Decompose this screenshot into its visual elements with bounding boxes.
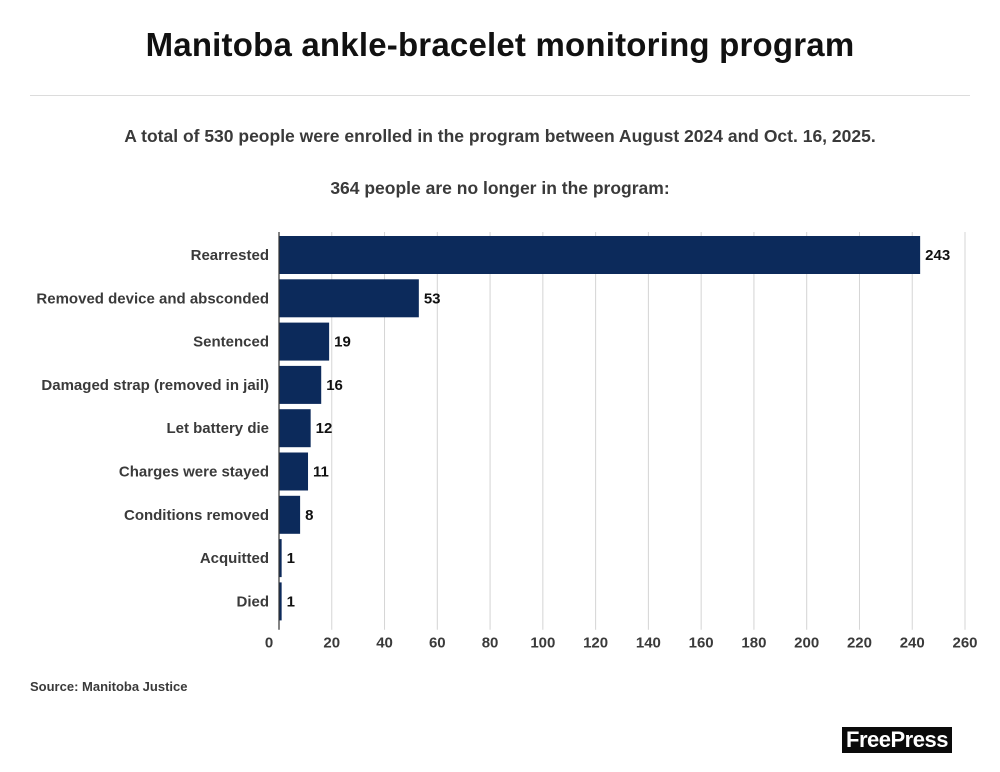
chart-subtitle-exited: 364 people are no longer in the program: bbox=[330, 178, 670, 198]
value-label-2: 19 bbox=[334, 334, 351, 351]
bars bbox=[279, 236, 921, 621]
x-tick-label-20: 20 bbox=[323, 635, 340, 652]
value-label-1: 53 bbox=[424, 290, 441, 307]
value-label-3: 16 bbox=[326, 377, 343, 394]
x-tick-label-160: 160 bbox=[689, 635, 714, 652]
value-label-7: 1 bbox=[287, 550, 295, 567]
chart-title: Manitoba ankle-bracelet monitoring progr… bbox=[145, 26, 855, 63]
category-label-7: Acquitted bbox=[200, 550, 269, 567]
category-label-5: Charges were stayed bbox=[119, 464, 269, 481]
bar-6 bbox=[279, 495, 301, 534]
category-label-6: Conditions removed bbox=[124, 507, 269, 524]
gridlines bbox=[331, 232, 966, 630]
bar-3 bbox=[279, 365, 322, 404]
chart-subtitle-total: A total of 530 people were enrolled in t… bbox=[124, 126, 876, 146]
value-label-0: 243 bbox=[925, 247, 950, 264]
bar-4 bbox=[279, 409, 311, 448]
bar-2 bbox=[279, 322, 330, 361]
category-label-0: Rearrested bbox=[191, 247, 269, 264]
x-tick-label-240: 240 bbox=[900, 635, 925, 652]
bar-0 bbox=[279, 236, 921, 274]
value-label-6: 8 bbox=[305, 507, 313, 524]
title-divider bbox=[30, 95, 970, 96]
category-label-1: Removed device and absconded bbox=[36, 290, 269, 307]
bar-5 bbox=[279, 452, 309, 491]
category-label-4: Let battery die bbox=[166, 420, 269, 437]
category-label-3: Damaged strap (removed in jail) bbox=[41, 377, 269, 394]
x-tick-label-120: 120 bbox=[583, 635, 608, 652]
bar-1 bbox=[279, 279, 419, 318]
bar-8 bbox=[279, 582, 282, 621]
x-tick-label-180: 180 bbox=[741, 635, 766, 652]
bar-7 bbox=[279, 539, 282, 578]
x-axis: 0 20 40 60 80 100 120 140 160 180 200 220 240 260 bbox=[265, 232, 978, 652]
value-label-8: 1 bbox=[287, 593, 295, 610]
x-tick-label-200: 200 bbox=[794, 635, 819, 652]
category-label-2: Sentenced bbox=[193, 334, 269, 351]
x-tick-label-140: 140 bbox=[636, 635, 661, 652]
x-tick-label-100: 100 bbox=[530, 635, 555, 652]
x-tick-label-60: 60 bbox=[429, 635, 446, 652]
x-tick-label-0: 0 bbox=[265, 635, 273, 652]
value-label-4: 12 bbox=[316, 420, 333, 437]
x-tick-label-220: 220 bbox=[847, 635, 872, 652]
value-label-5: 11 bbox=[313, 464, 329, 481]
category-label-8: Died bbox=[236, 593, 269, 610]
source-note: Source: Manitoba Justice bbox=[30, 679, 188, 694]
labels: Rearrested 243 Removed device and absconde… bbox=[36, 247, 950, 610]
x-tick-label-40: 40 bbox=[376, 635, 393, 652]
x-tick-label-80: 80 bbox=[482, 635, 499, 652]
x-tick-label-260: 260 bbox=[952, 635, 977, 652]
free-press-logo: FreePress bbox=[842, 727, 952, 753]
